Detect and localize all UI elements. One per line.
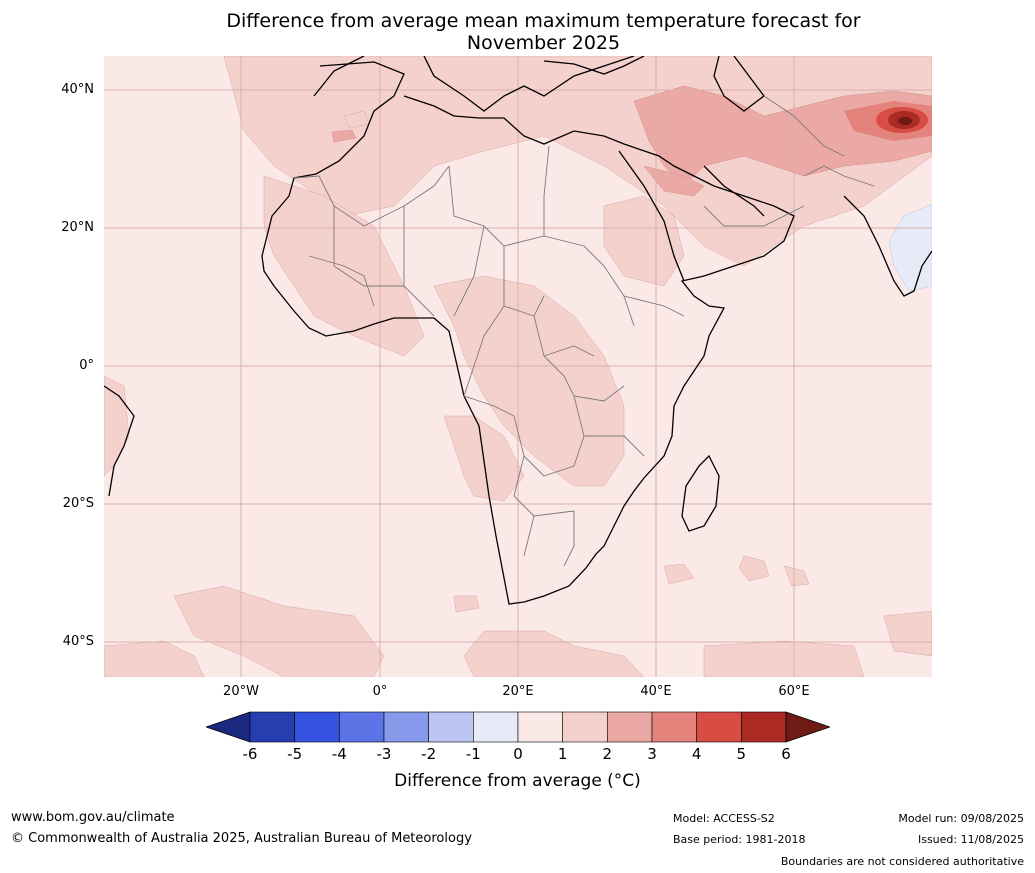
footer-copyright: © Commonwealth of Australia 2025, Austra… — [11, 831, 472, 846]
colorbar-tick-label: 5 — [736, 745, 747, 763]
colorbar-tick-label: -6 — [242, 745, 258, 763]
footer-issued: Issued: 11/08/2025 — [917, 833, 1024, 846]
footer-model-run: Model run: 09/08/2025 — [898, 812, 1024, 825]
lat-label-20n: 20°N — [61, 220, 94, 235]
country-borders — [293, 95, 875, 567]
lat-label-40s: 40°S — [62, 634, 94, 649]
colorbar-tick-label: 0 — [513, 745, 523, 763]
colorbar-swatch — [517, 711, 563, 743]
colorbar-swatch — [428, 711, 474, 743]
colorbar-label: Difference from average (°C) — [394, 771, 641, 791]
colorbar-swatch — [294, 711, 340, 743]
colorbar-tick-label: -5 — [287, 745, 303, 763]
map-panel[interactable] — [103, 55, 933, 678]
colorbar-tick-label: -2 — [421, 745, 437, 763]
map-title: Difference from average mean maximum tem… — [0, 10, 1035, 54]
colorbar-swatch — [339, 711, 385, 743]
colorbar-tick-label: 1 — [557, 745, 568, 763]
colorbar-tick-label: 6 — [781, 745, 791, 763]
graticule-lines — [104, 56, 932, 677]
footer-url[interactable]: www.bom.gov.au/climate — [11, 810, 175, 825]
lon-label-0: 0° — [372, 684, 388, 699]
colorbar-tick-label: 2 — [602, 745, 613, 763]
lon-label-60e: 60°E — [778, 684, 810, 699]
lat-label-equator: 0° — [79, 358, 94, 373]
colorbar-tick-label: 3 — [647, 745, 657, 763]
colorbar-swatch — [383, 711, 429, 743]
lon-label-20w: 20°W — [223, 684, 259, 699]
forecast-map — [103, 55, 933, 678]
hotspot — [876, 107, 928, 133]
footer-model: Model: ACCESS-S2 — [673, 812, 775, 825]
colorbar-svg — [204, 711, 832, 743]
colorbar-swatch — [607, 711, 653, 743]
lon-label-40e: 40°E — [640, 684, 672, 699]
colorbar — [204, 711, 832, 747]
colorbar-swatch — [473, 711, 519, 743]
lon-label-20e: 20°E — [502, 684, 534, 699]
lat-label-20s: 20°S — [62, 496, 94, 511]
colorbar-tick-label: 4 — [691, 745, 702, 763]
colorbar-extend-low — [204, 711, 251, 743]
title-line-2: November 2025 — [466, 32, 621, 54]
colorbar-swatch — [562, 711, 608, 743]
coastlines — [103, 55, 933, 605]
lat-label-40n: 40°N — [61, 82, 94, 97]
footer-base-period: Base period: 1981-2018 — [673, 833, 806, 846]
colorbar-tick-label: -4 — [331, 745, 347, 763]
colorbar-extend-high — [785, 711, 832, 743]
colorbar-swatch — [651, 711, 697, 743]
colorbar-swatch — [249, 711, 295, 743]
title-line-1: Difference from average mean maximum tem… — [226, 10, 861, 32]
colorbar-swatch — [696, 711, 742, 743]
colorbar-tick-label: -1 — [465, 745, 481, 763]
footer-disclaimer: Boundaries are not considered authoritat… — [780, 855, 1024, 868]
colorbar-tick-label: -3 — [376, 745, 392, 763]
colorbar-swatch — [741, 711, 787, 743]
